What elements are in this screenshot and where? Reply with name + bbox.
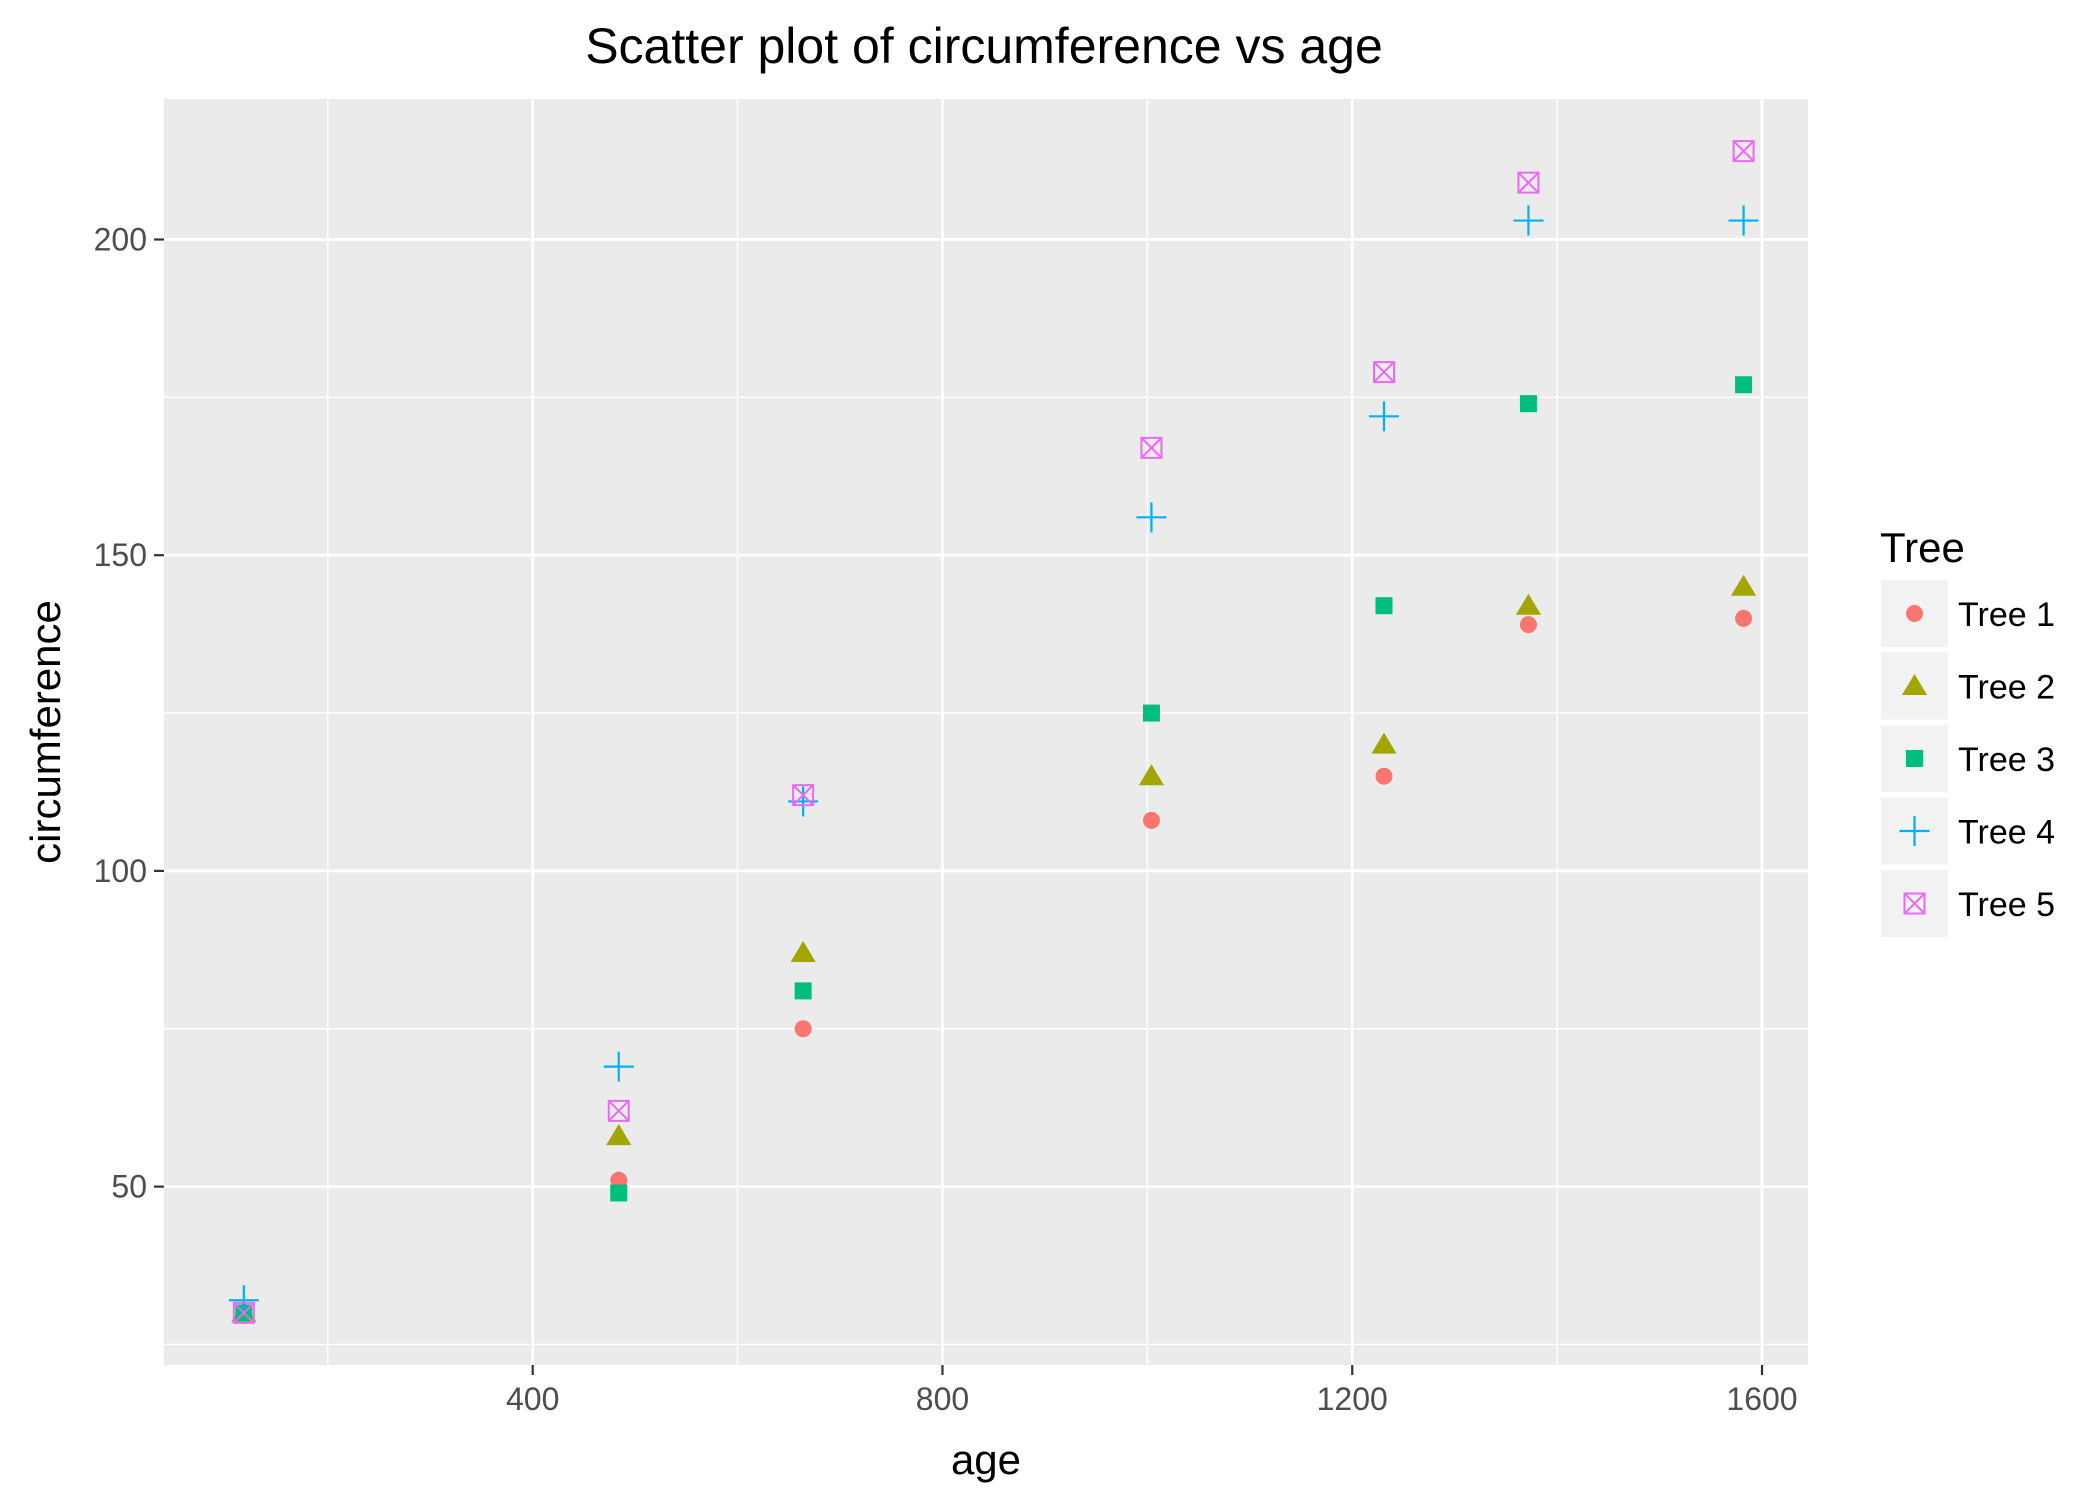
- grid-minor: [164, 99, 1808, 1365]
- legend-label: Tree 5: [1958, 886, 2055, 924]
- data-point: [1375, 597, 1393, 615]
- data-point: [1730, 574, 1757, 596]
- legend-title: Tree: [1880, 524, 1965, 571]
- data-points: [228, 140, 1759, 1324]
- data-point: [1138, 764, 1165, 786]
- legend-label: Tree 1: [1958, 596, 2055, 634]
- data-point: [790, 940, 816, 962]
- legend: Tree Tree 1 Tree 2 Tree 3 Tree 4 Tree 5: [1880, 524, 2055, 937]
- data-point: [1371, 732, 1397, 754]
- data-point: [794, 982, 812, 1000]
- x-tick-label: 800: [916, 1381, 969, 1417]
- data-point: [603, 1051, 634, 1082]
- data-point: [1732, 140, 1755, 163]
- data-point: [1375, 767, 1393, 785]
- x-tick-label: 400: [506, 1381, 559, 1417]
- y-axis: 50 100 150 200: [94, 221, 164, 1205]
- x-tick-label: 1600: [1726, 1381, 1797, 1417]
- data-point: [607, 1099, 630, 1122]
- data-point: [1735, 376, 1753, 394]
- y-axis-title: circumference: [22, 600, 69, 864]
- legend-label: Tree 3: [1958, 741, 2055, 779]
- data-point: [1728, 205, 1759, 236]
- x-axis: 400 800 1200 1600: [506, 1365, 1798, 1417]
- chart-title: Scatter plot of circumference vs age: [585, 18, 1383, 74]
- x-axis-title: age: [951, 1436, 1021, 1483]
- data-point: [1142, 704, 1160, 722]
- data-point: [794, 1020, 812, 1038]
- data-point: [1136, 502, 1167, 533]
- data-point: [1372, 361, 1395, 384]
- x-tick-label: 1200: [1317, 1381, 1388, 1417]
- legend-marker: [1906, 605, 1923, 622]
- data-point: [606, 1124, 632, 1146]
- legend-marker: [1901, 674, 1928, 695]
- plot-panel: [164, 99, 1808, 1365]
- legend-marker: [1899, 816, 1930, 846]
- y-tick-label: 100: [94, 853, 147, 889]
- data-point: [1513, 205, 1544, 236]
- y-tick-label: 150: [94, 537, 147, 573]
- y-tick-label: 200: [94, 221, 147, 257]
- data-point: [1515, 593, 1542, 615]
- data-point: [1140, 436, 1163, 459]
- data-point: [1735, 609, 1753, 627]
- legend-label: Tree 4: [1958, 814, 2055, 852]
- data-point: [228, 1285, 259, 1316]
- data-point: [1517, 171, 1540, 194]
- grid-major: [164, 99, 1808, 1365]
- legend-marker: [1903, 892, 1926, 915]
- y-tick-label: 50: [111, 1169, 147, 1205]
- legend-marker: [1906, 750, 1923, 767]
- data-point: [610, 1184, 628, 1202]
- data-point: [1142, 811, 1160, 829]
- legend-label: Tree 2: [1958, 669, 2055, 707]
- data-point: [1519, 395, 1537, 413]
- data-point: [1519, 616, 1537, 634]
- data-point: [792, 784, 815, 807]
- data-point: [232, 1301, 255, 1324]
- data-point: [1368, 401, 1399, 432]
